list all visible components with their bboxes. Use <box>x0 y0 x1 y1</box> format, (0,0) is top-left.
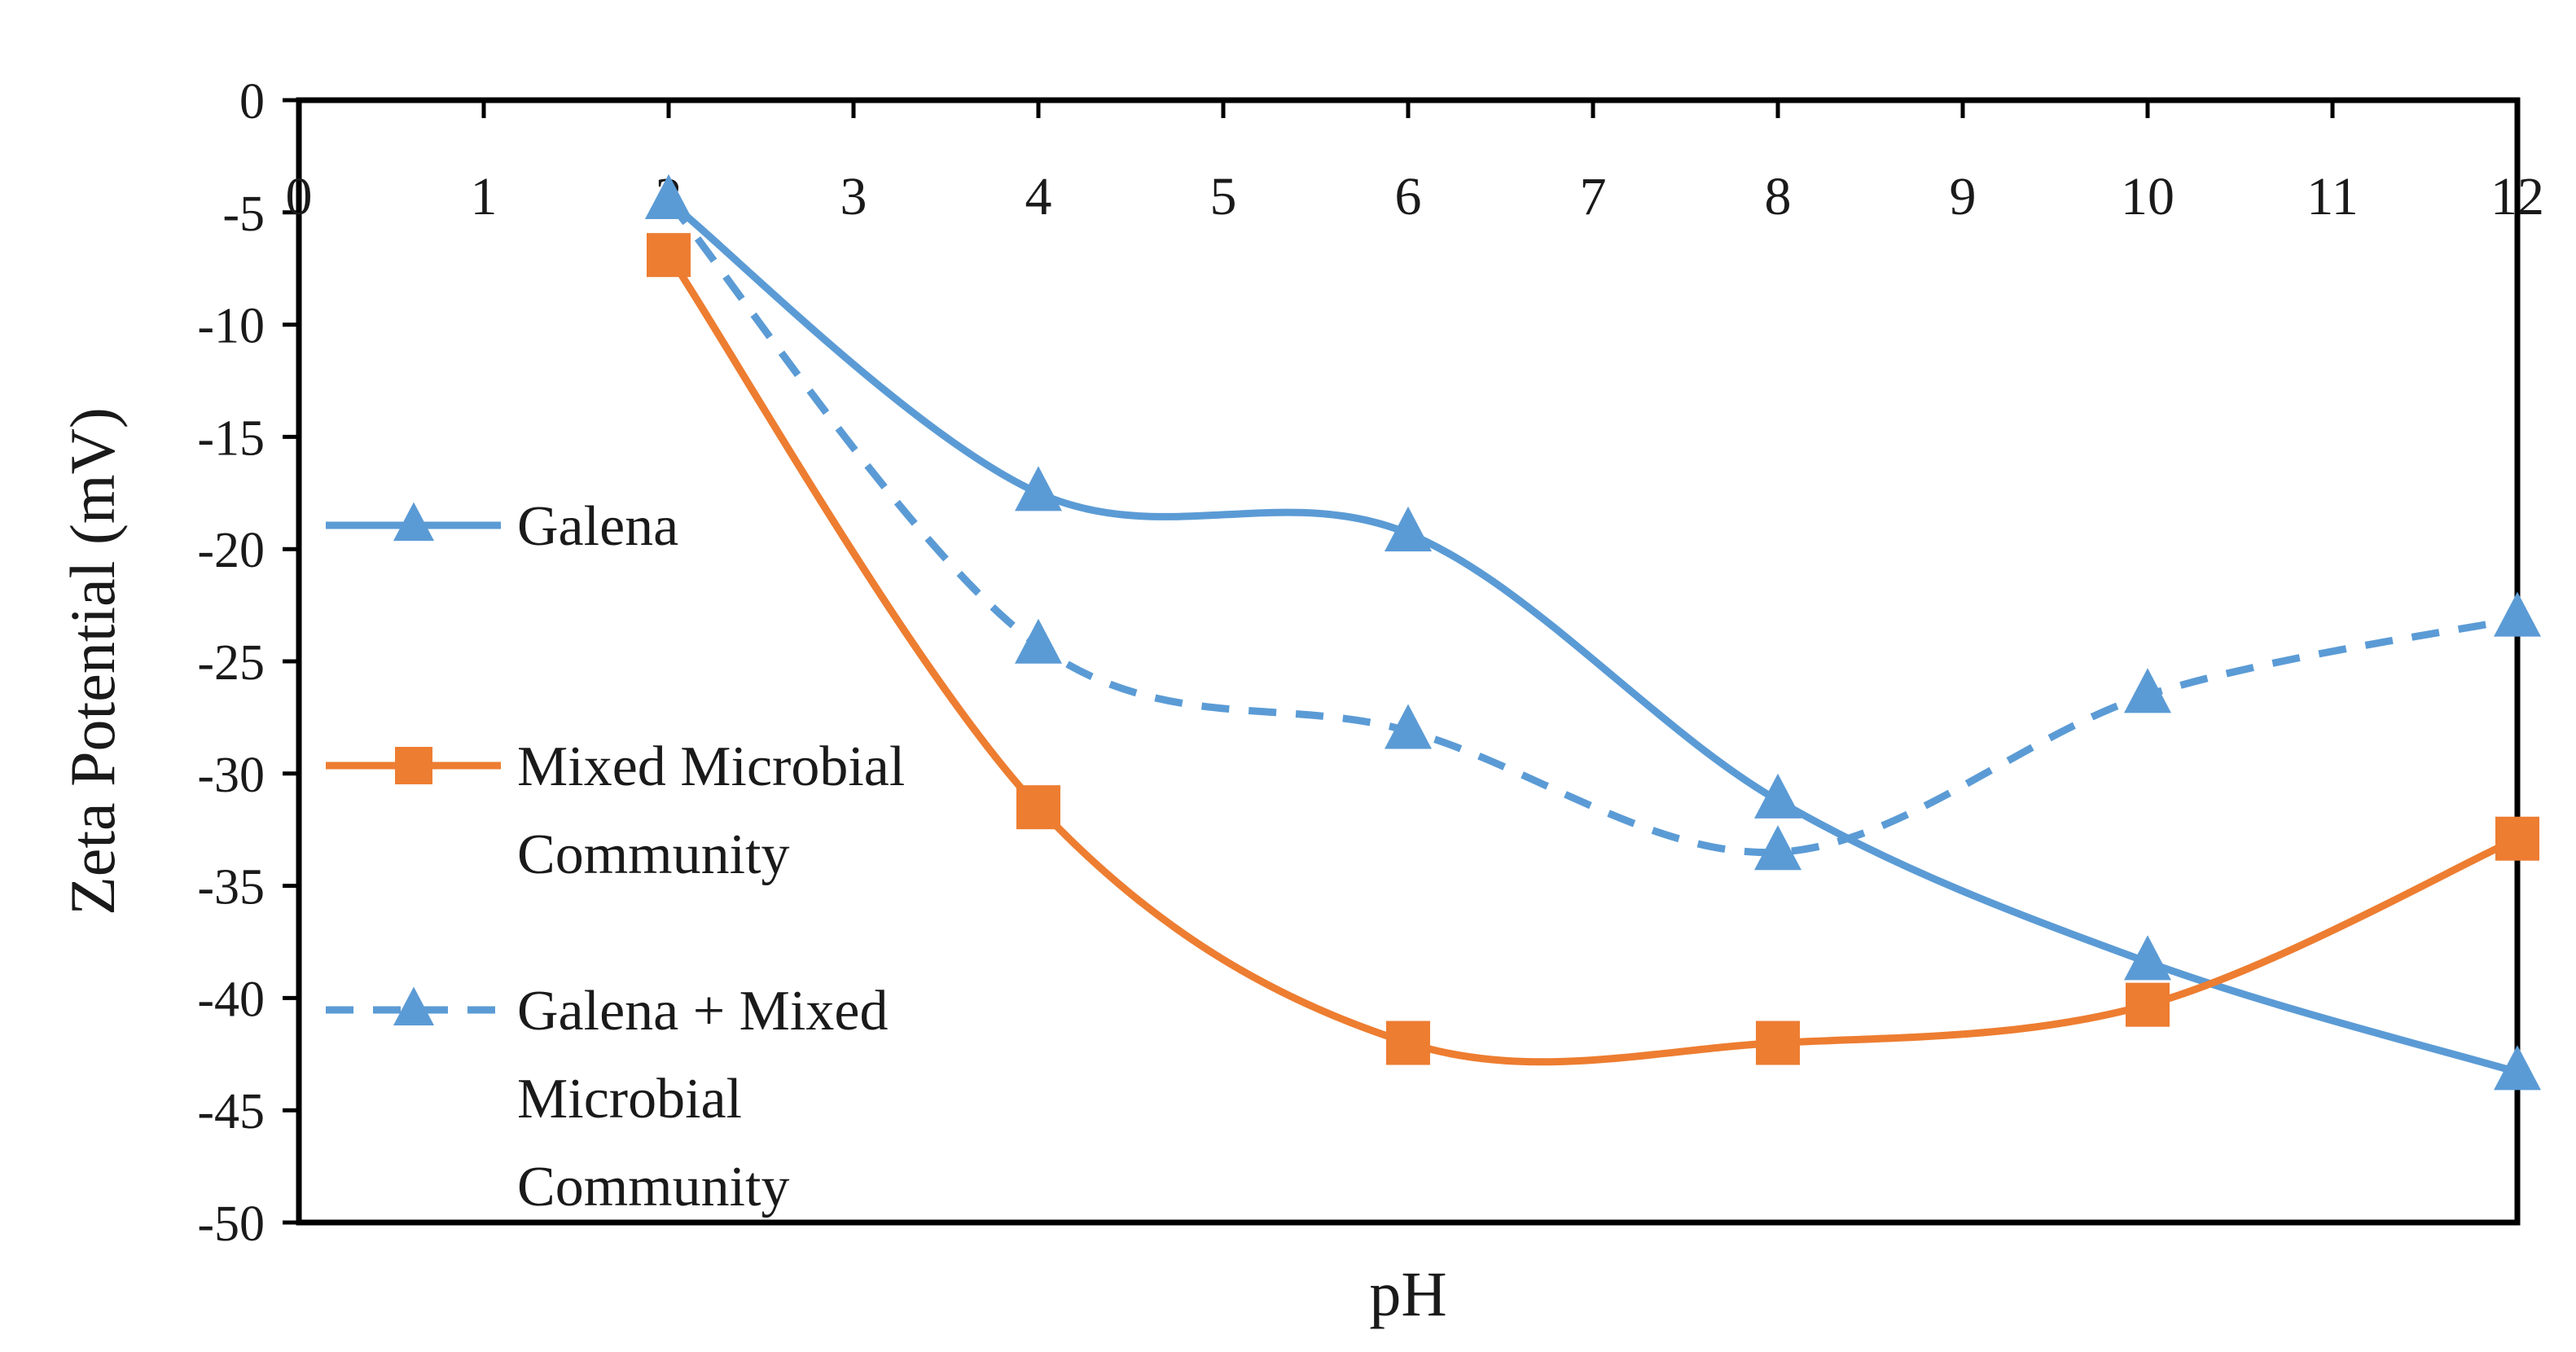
x-tick-label: 11 <box>2306 167 2359 226</box>
x-tick-label: 10 <box>2121 167 2174 226</box>
legend-swatch-marker <box>395 747 432 784</box>
y-tick-label: 0 <box>239 74 265 129</box>
x-tick-label: 4 <box>1025 167 1052 226</box>
legend-label: Galena + Mixed <box>517 980 888 1043</box>
data-point-galena-plus-mixed-microbial-community <box>1754 825 1801 871</box>
legend-label: Microbial <box>517 1068 742 1130</box>
data-point-mixed-microbial-community <box>1016 785 1060 830</box>
series-line-mixed-microbial-community <box>665 252 2519 1066</box>
x-tick-label: 1 <box>471 167 498 226</box>
y-axis-title: Zeta Potential (mV) <box>57 407 128 915</box>
x-tick-label: 0 <box>286 167 313 226</box>
data-point-mixed-microbial-community <box>2495 816 2539 861</box>
data-point-galena-plus-mixed-microbial-community <box>1015 618 1062 664</box>
data-point-galena-plus-mixed-microbial-community <box>1385 704 1432 749</box>
x-tick-label: 7 <box>1580 167 1607 226</box>
data-point-mixed-microbial-community <box>2126 982 2170 1027</box>
series-markers <box>645 173 2541 1091</box>
legend-swatch-marker <box>393 986 434 1025</box>
y-tick-label: -30 <box>197 748 265 803</box>
data-point-galena <box>1015 466 1062 511</box>
x-axis-title: pH <box>1369 1258 1446 1329</box>
y-tick-label: -45 <box>197 1084 265 1139</box>
y-axis-ticks: 0 -5 -10 -15 -20 -25 -30 -35 -40 -45 -50 <box>197 74 299 1252</box>
data-point-galena-plus-mixed-microbial-community <box>2124 668 2171 713</box>
legend: Galena Mixed Microbial Community Galena + M… <box>326 495 905 1218</box>
legend-swatch-marker <box>393 502 434 541</box>
legend-label: Community <box>517 1156 789 1218</box>
x-tick-label: 6 <box>1395 167 1422 226</box>
x-tick-label: 9 <box>1950 167 1977 226</box>
data-point-galena-plus-mixed-microbial-community <box>2494 591 2541 637</box>
y-tick-label: -35 <box>197 860 265 915</box>
series-lines <box>665 198 2519 1076</box>
y-tick-label: -20 <box>197 523 265 578</box>
legend-label: Community <box>517 823 789 886</box>
series-line-galena <box>666 198 2519 1076</box>
data-point-galena <box>2124 935 2171 981</box>
x-tick-label: 3 <box>840 167 867 226</box>
x-tick-label: 8 <box>1765 167 1792 226</box>
y-tick-label: -40 <box>197 972 265 1027</box>
legend-label: Mixed Microbial <box>517 735 905 798</box>
series-line-galena-plus-mixed-microbial-community <box>665 199 2518 857</box>
legend-label: Galena <box>517 495 678 558</box>
data-point-mixed-microbial-community <box>1386 1021 1430 1065</box>
y-tick-label: -50 <box>197 1196 265 1252</box>
data-point-galena <box>2494 1045 2541 1091</box>
y-tick-label: -25 <box>197 635 265 691</box>
x-tick-label: 12 <box>2490 167 2544 226</box>
x-tick-label: 5 <box>1210 167 1237 226</box>
data-point-galena-plus-mixed-microbial-community <box>645 173 692 220</box>
y-tick-label: -15 <box>197 410 265 466</box>
data-point-mixed-microbial-community <box>647 233 691 278</box>
data-point-galena <box>1385 506 1432 551</box>
data-point-galena <box>1754 773 1801 819</box>
y-tick-label: -10 <box>197 299 265 354</box>
x-axis-ticks: 0123456789101112 <box>286 100 2544 226</box>
y-tick-label: -5 <box>222 187 265 242</box>
data-point-mixed-microbial-community <box>1756 1021 1800 1065</box>
